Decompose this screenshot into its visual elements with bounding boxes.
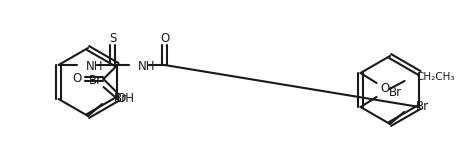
Text: CH₂CH₃: CH₂CH₃ [417, 72, 455, 82]
Text: Br: Br [416, 100, 429, 112]
Text: NH: NH [138, 61, 155, 73]
Text: O: O [73, 73, 82, 85]
Text: OH: OH [117, 92, 134, 106]
Text: Br: Br [114, 91, 127, 104]
Text: O: O [160, 31, 169, 45]
Text: S: S [109, 31, 116, 45]
Text: Br: Br [388, 86, 402, 100]
Text: NH: NH [86, 61, 103, 73]
Text: Br: Br [89, 75, 102, 88]
Text: O: O [380, 82, 389, 95]
